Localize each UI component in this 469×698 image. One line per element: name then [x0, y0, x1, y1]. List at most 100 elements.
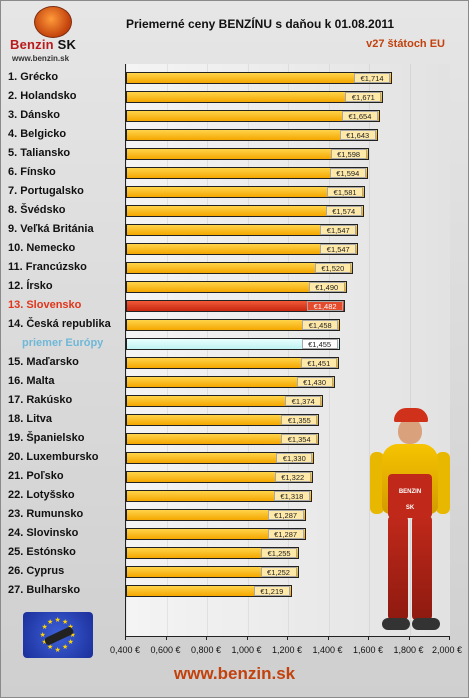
data-label: €1,643 — [339, 130, 376, 140]
x-tick-mark — [368, 636, 369, 640]
bar — [126, 528, 306, 540]
data-label: €1,330 — [276, 453, 313, 463]
bar — [126, 471, 313, 483]
x-gridline — [409, 64, 411, 636]
data-label: €1,451 — [300, 358, 337, 368]
bar — [126, 110, 380, 122]
mascot-left-leg — [388, 516, 408, 620]
category-label: 17. Rakúsko — [8, 394, 73, 406]
data-label: €1,287 — [267, 510, 304, 520]
mascot-left-shoe — [382, 618, 410, 630]
flag-star-icon: ★ — [47, 618, 54, 626]
data-label: €1,354 — [281, 434, 318, 444]
x-tick-label: 1,400 € — [312, 645, 343, 655]
bar — [126, 72, 393, 84]
x-tick-label: 0,400 € — [109, 645, 141, 655]
x-tick-mark — [287, 636, 288, 640]
data-label: €1,287 — [267, 529, 304, 539]
mascot-right-arm — [436, 452, 450, 514]
category-label: 12. Írsko — [8, 280, 53, 292]
data-label: €1,594 — [329, 168, 366, 178]
bar — [126, 490, 312, 502]
flag-star-icon: ★ — [67, 639, 74, 646]
plot-area: €1,714 €1,671 €1,654 €1,643 €1,598 €1,594 €1,5… — [125, 64, 450, 637]
bar — [126, 585, 292, 597]
fuel-nozzle-logo-icon — [34, 6, 72, 38]
bar — [126, 186, 366, 198]
category-label: 1. Grécko — [8, 71, 59, 83]
bar — [126, 376, 335, 388]
x-tick-mark — [125, 636, 126, 640]
mascot-left-arm — [370, 452, 384, 514]
flag-star-icon: ★ — [62, 618, 69, 626]
bar — [126, 224, 359, 236]
category-label: 16. Malta — [8, 375, 55, 387]
data-label: €1,219 — [253, 586, 290, 596]
mascot-badge: BENZIN SK — [398, 489, 422, 511]
data-label: €1,574 — [325, 206, 362, 216]
category-label: 9. Veľká Británia — [8, 223, 94, 235]
category-label: 14. Česká republika — [8, 318, 111, 330]
category-label: 6. Fínsko — [8, 166, 56, 178]
brand-name: Benzin SK — [10, 37, 76, 52]
category-label: 4. Belgicko — [8, 128, 67, 140]
category-label: 7. Portugalsko — [8, 185, 84, 197]
data-label: €1,714 — [354, 73, 391, 83]
flag-star-icon: ★ — [39, 631, 46, 639]
x-tick-mark — [408, 636, 410, 640]
mascot-right-leg — [412, 516, 432, 620]
chart-subtitle: v27 štátoch EU — [366, 38, 445, 50]
benzin-logo: Benzin SK www.benzin.sk — [6, 4, 106, 66]
data-label: €1,520 — [314, 263, 351, 273]
category-label: 19. Španielsko — [8, 432, 85, 444]
x-gridline — [207, 64, 208, 636]
x-tick-mark — [206, 636, 207, 640]
x-tick-label: 1,200 € — [271, 645, 303, 655]
flag-star-icon: ★ — [41, 624, 48, 631]
data-label: €1,654 — [341, 111, 378, 121]
brand-url: www.benzin.sk — [12, 54, 70, 63]
data-label: €1,455 — [301, 339, 338, 349]
x-gridline — [126, 64, 127, 636]
flag-star-icon: ★ — [69, 631, 76, 639]
fuel-attendant-mascot: BENZIN SK — [368, 400, 452, 636]
x-tick-label: 1,800 € — [393, 645, 424, 655]
category-label: priemer Európy — [22, 337, 104, 349]
mascot-overalls — [388, 474, 432, 518]
category-label: 2. Holandsko — [8, 90, 77, 102]
data-label: €1,581 — [327, 187, 364, 197]
x-tick-mark — [327, 636, 329, 640]
flag-star-icon: ★ — [54, 646, 61, 654]
data-label: €1,482 — [307, 301, 344, 311]
category-label: 18. Litva — [8, 413, 53, 425]
data-label: €1,355 — [281, 415, 318, 425]
category-label: 10. Nemecko — [8, 242, 76, 254]
x-gridline — [247, 64, 249, 636]
flag-star-icon: ★ — [47, 644, 54, 652]
category-label: 5. Taliansko — [8, 147, 71, 159]
x-gridline — [369, 64, 370, 636]
category-label: 13. Slovensko — [8, 299, 82, 311]
mascot-head — [398, 418, 422, 444]
bar — [126, 414, 320, 426]
flag-star-icon: ★ — [54, 616, 61, 624]
category-label: 11. Francúzsko — [8, 261, 87, 273]
data-label: €1,318 — [273, 491, 310, 501]
data-label: €1,598 — [330, 149, 367, 159]
bar — [126, 148, 369, 160]
brand-suffix: SK — [57, 37, 77, 52]
data-label: €1,671 — [345, 92, 382, 102]
brand-name-main: Benzin — [10, 37, 54, 52]
eu-flag-icon: ★★★★★★★★★★★★ — [23, 612, 93, 658]
bar — [126, 395, 324, 407]
x-tick-mark — [165, 636, 167, 640]
bar — [126, 167, 368, 179]
bar — [126, 262, 353, 274]
footer-url: www.benzin.sk — [173, 664, 296, 683]
bar — [126, 338, 340, 350]
data-label: €1,374 — [285, 396, 322, 406]
bar — [126, 319, 341, 331]
bar — [126, 243, 359, 255]
data-label: €1,490 — [308, 282, 345, 292]
category-label: 24. Slovinsko — [8, 527, 79, 539]
